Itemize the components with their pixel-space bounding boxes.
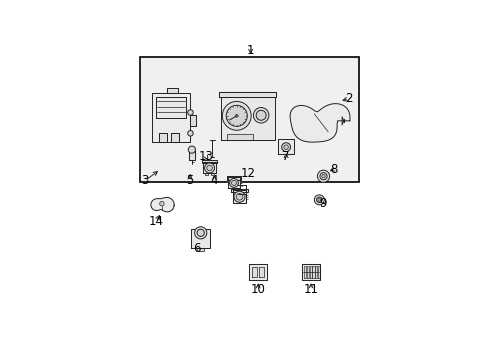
Text: 13: 13 [199,150,213,163]
Polygon shape [277,139,294,154]
Polygon shape [158,133,166,141]
Polygon shape [171,133,179,141]
Text: 14: 14 [148,216,163,229]
Polygon shape [202,161,217,163]
Circle shape [188,146,195,153]
Polygon shape [151,197,174,212]
Circle shape [317,170,329,183]
Text: 9: 9 [318,198,326,211]
Polygon shape [306,266,308,278]
Circle shape [226,105,247,126]
Polygon shape [315,266,317,278]
Circle shape [197,229,204,237]
Polygon shape [205,173,208,175]
Polygon shape [233,190,245,203]
Circle shape [317,198,320,201]
Text: 4: 4 [210,174,218,187]
Polygon shape [317,266,320,278]
Polygon shape [301,264,320,280]
Circle shape [160,202,164,206]
Polygon shape [304,266,305,278]
Polygon shape [226,176,241,180]
Polygon shape [166,87,178,93]
Circle shape [253,108,268,123]
Polygon shape [309,266,311,278]
Polygon shape [312,266,314,278]
Polygon shape [289,104,349,142]
Text: 6: 6 [192,242,200,255]
Polygon shape [259,267,264,278]
Polygon shape [156,97,186,118]
Circle shape [187,110,193,115]
Circle shape [319,173,326,180]
Polygon shape [197,248,203,251]
Polygon shape [203,162,215,173]
Polygon shape [249,264,266,280]
Circle shape [284,145,288,149]
Circle shape [321,175,325,178]
Circle shape [256,110,265,120]
Polygon shape [342,117,344,125]
Polygon shape [231,189,247,192]
Text: 11: 11 [303,283,318,296]
Text: 7: 7 [282,150,289,163]
Circle shape [314,195,324,205]
Text: 1: 1 [246,44,254,57]
Circle shape [236,193,243,200]
Circle shape [233,191,244,202]
Polygon shape [191,229,210,248]
Circle shape [204,163,214,173]
Polygon shape [151,93,190,141]
Text: 10: 10 [250,283,265,296]
Bar [140,57,358,182]
Polygon shape [210,173,213,175]
Circle shape [222,102,251,130]
Polygon shape [219,93,276,96]
Polygon shape [188,151,195,159]
Circle shape [316,197,322,203]
Circle shape [231,180,236,185]
Text: 2: 2 [345,92,352,105]
Polygon shape [221,96,274,140]
Polygon shape [228,177,239,188]
Circle shape [187,131,193,136]
Text: 8: 8 [329,163,337,176]
Text: 3: 3 [142,174,149,187]
Text: 5: 5 [185,174,193,187]
Polygon shape [226,134,253,140]
Polygon shape [190,115,196,126]
Circle shape [229,179,238,187]
Circle shape [235,114,238,117]
Circle shape [281,143,290,152]
Circle shape [206,165,212,171]
Circle shape [194,227,206,239]
Text: 12: 12 [240,167,255,180]
Polygon shape [251,267,257,278]
